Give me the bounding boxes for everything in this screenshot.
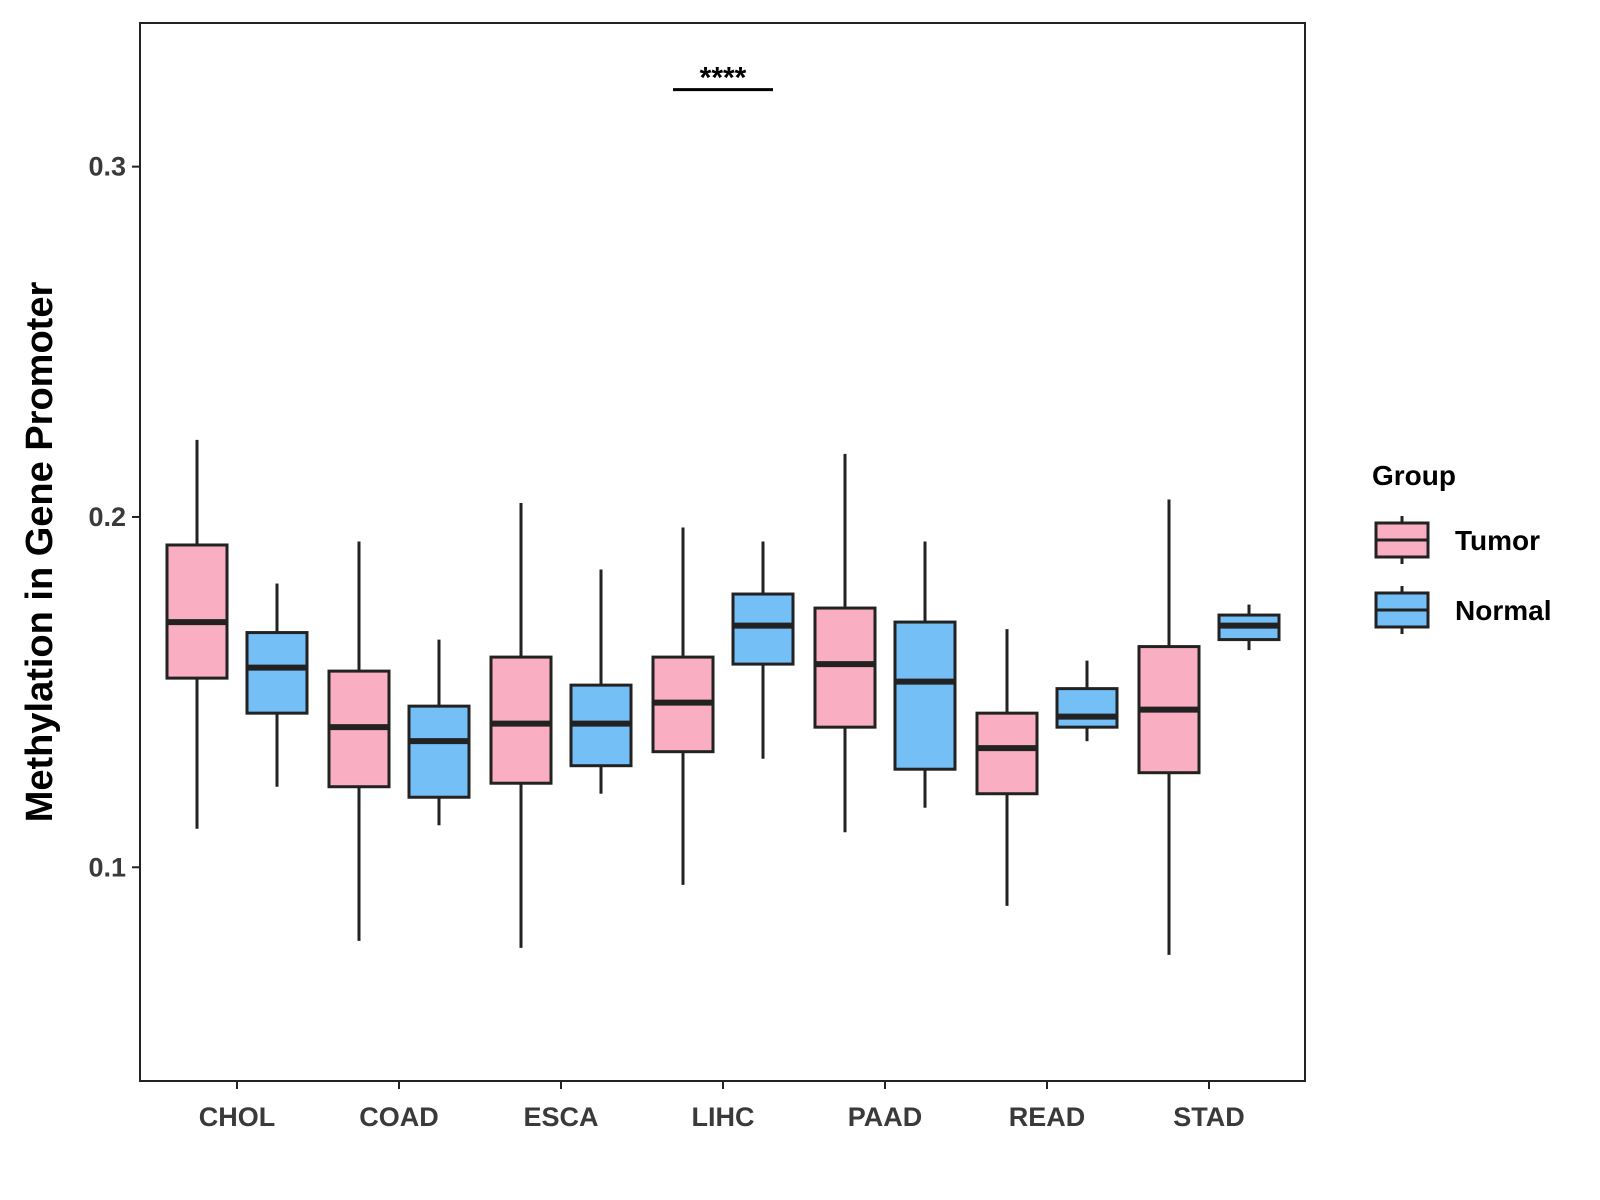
- legend-item-normal: Normal: [1374, 586, 1551, 634]
- y-tick-label: 0.2: [88, 502, 126, 532]
- legend-title: Group: [1372, 460, 1456, 491]
- y-tick-label: 0.3: [88, 152, 126, 182]
- box-tumor-coad: [327, 541, 391, 941]
- legend-item-tumor: Tumor: [1374, 516, 1540, 564]
- y-tick-label: 0.1: [88, 852, 126, 882]
- x-tick-label: LIHC: [692, 1102, 755, 1132]
- box-body: [489, 655, 553, 785]
- x-axis: CHOL COAD ESCA LIHC PAAD READ STAD: [199, 1081, 1245, 1132]
- significance-label: ****: [700, 62, 747, 95]
- x-tick-label: ESCA: [523, 1102, 598, 1132]
- significance-annotations: ****: [673, 62, 773, 95]
- box-tumor-paad: [813, 453, 877, 833]
- box-body: [165, 543, 229, 680]
- box-normal-chol: [245, 583, 309, 787]
- box-tumor-chol: [165, 439, 229, 829]
- box-body: [893, 620, 957, 771]
- x-tick-label: READ: [1009, 1102, 1086, 1132]
- box-normal-lihc: [731, 541, 795, 759]
- box-tumor-esca: [489, 502, 553, 948]
- x-tick-label: PAAD: [848, 1102, 923, 1132]
- x-tick-label: CHOL: [199, 1102, 276, 1132]
- box-normal-esca: [569, 569, 633, 794]
- box-normal-paad: [893, 541, 957, 808]
- box-body: [731, 592, 795, 666]
- box-tumor-stad: [1137, 499, 1201, 955]
- x-tick-label: COAD: [359, 1102, 439, 1132]
- box-normal-read: [1055, 660, 1119, 742]
- x-tick-label: STAD: [1173, 1102, 1245, 1132]
- box-body: [813, 606, 877, 729]
- box-normal-stad: [1217, 604, 1281, 651]
- legend: Group Tumor Normal: [1372, 460, 1551, 634]
- box-body: [407, 704, 471, 799]
- legend-label: Tumor: [1455, 525, 1540, 556]
- box-body: [1055, 687, 1119, 729]
- box-series: [165, 439, 1281, 955]
- box-body: [245, 631, 309, 715]
- box-tumor-read: [975, 629, 1039, 906]
- y-axis-title: Methylation in Gene Promoter: [19, 282, 61, 823]
- box-normal-coad: [407, 639, 471, 826]
- legend-label: Normal: [1455, 595, 1551, 626]
- plot-panel: [139, 22, 1306, 1082]
- box-body: [975, 711, 1039, 796]
- y-axis: 0.1 0.2 0.3: [88, 152, 140, 882]
- box-tumor-lihc: [651, 527, 715, 885]
